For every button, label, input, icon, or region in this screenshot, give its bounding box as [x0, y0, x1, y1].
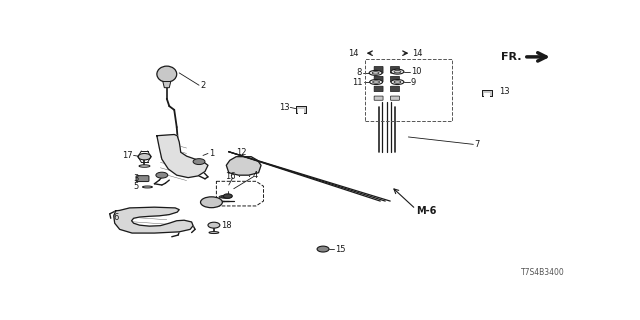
- Text: T7S4B3400: T7S4B3400: [522, 268, 565, 277]
- Circle shape: [223, 194, 232, 198]
- Circle shape: [208, 222, 220, 228]
- Bar: [298, 109, 303, 114]
- Bar: [482, 90, 492, 96]
- Text: 14: 14: [412, 49, 423, 58]
- Bar: [365, 59, 452, 121]
- Circle shape: [156, 172, 168, 178]
- Text: 8: 8: [357, 68, 362, 77]
- FancyBboxPatch shape: [374, 86, 383, 92]
- Text: 18: 18: [221, 221, 232, 230]
- Text: 17: 17: [122, 151, 132, 160]
- Text: 10: 10: [411, 67, 421, 76]
- Ellipse shape: [372, 81, 380, 83]
- Text: M-6: M-6: [416, 206, 436, 216]
- Text: 9: 9: [411, 77, 416, 86]
- Polygon shape: [227, 157, 261, 175]
- Text: 4: 4: [252, 172, 257, 180]
- Text: 16: 16: [225, 172, 236, 181]
- Polygon shape: [157, 134, 208, 178]
- Text: 1: 1: [209, 149, 214, 158]
- Text: 5: 5: [133, 182, 138, 191]
- Ellipse shape: [372, 72, 379, 74]
- Bar: [296, 106, 306, 113]
- Text: 15: 15: [335, 244, 346, 253]
- FancyBboxPatch shape: [390, 96, 399, 100]
- FancyBboxPatch shape: [374, 67, 383, 73]
- Text: 14: 14: [348, 49, 359, 58]
- Ellipse shape: [370, 80, 383, 84]
- Text: 13: 13: [499, 87, 509, 96]
- Ellipse shape: [157, 66, 177, 82]
- Polygon shape: [163, 82, 171, 88]
- Ellipse shape: [219, 196, 228, 198]
- Ellipse shape: [209, 232, 219, 234]
- Ellipse shape: [391, 80, 404, 84]
- Text: 13: 13: [278, 103, 289, 112]
- Ellipse shape: [391, 69, 404, 74]
- Ellipse shape: [221, 196, 230, 198]
- Text: 3: 3: [133, 174, 138, 183]
- FancyBboxPatch shape: [136, 176, 149, 181]
- Bar: [484, 93, 490, 98]
- Circle shape: [200, 197, 222, 208]
- FancyBboxPatch shape: [374, 76, 383, 82]
- Circle shape: [193, 159, 205, 164]
- Polygon shape: [114, 207, 193, 233]
- FancyBboxPatch shape: [390, 76, 399, 82]
- Text: 11: 11: [352, 77, 363, 86]
- Circle shape: [138, 154, 151, 160]
- Ellipse shape: [143, 186, 152, 188]
- Text: 7: 7: [474, 140, 480, 149]
- FancyBboxPatch shape: [390, 86, 399, 92]
- FancyBboxPatch shape: [390, 67, 399, 73]
- Ellipse shape: [394, 70, 401, 73]
- Text: FR.: FR.: [501, 52, 522, 62]
- Text: 2: 2: [200, 81, 205, 90]
- Text: 6: 6: [113, 213, 118, 222]
- Ellipse shape: [223, 196, 232, 198]
- Ellipse shape: [139, 165, 150, 167]
- Ellipse shape: [394, 81, 401, 83]
- Ellipse shape: [369, 70, 382, 75]
- Text: 12: 12: [236, 148, 246, 157]
- FancyBboxPatch shape: [374, 96, 383, 100]
- Circle shape: [317, 246, 329, 252]
